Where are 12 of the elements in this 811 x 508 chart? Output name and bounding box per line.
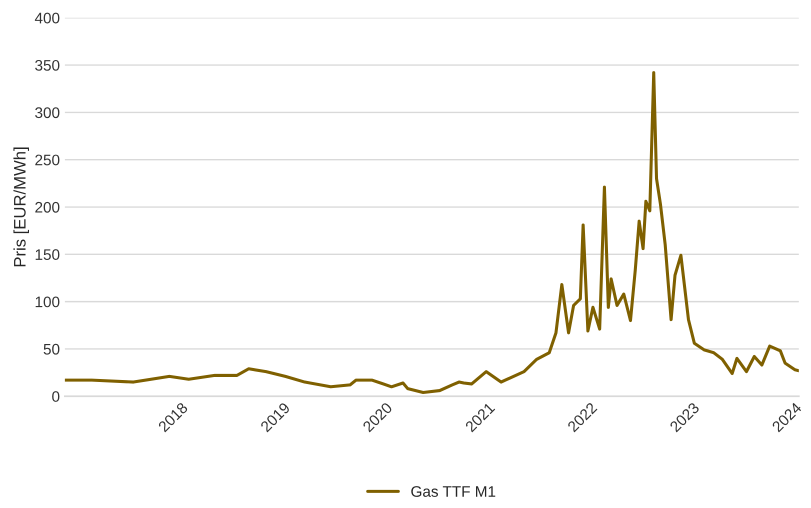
line-series	[64, 71, 799, 394]
y-tick-label: 350	[35, 60, 60, 71]
y-tick-label: 300	[35, 107, 60, 118]
y-tick-label: 200	[35, 202, 60, 213]
y-tick-label: 0	[52, 391, 60, 402]
y-tick-label: 400	[34, 12, 60, 24]
y-tick-label: 150	[36, 249, 60, 260]
y-tick-label: 250	[35, 154, 60, 166]
y-axis-title: Pris [EUR/MWh]	[13, 148, 29, 266]
y-tick-label: 100	[36, 296, 60, 308]
y-tick-label: 50	[44, 344, 60, 355]
legend-label: Gas TTF M1	[411, 486, 496, 497]
